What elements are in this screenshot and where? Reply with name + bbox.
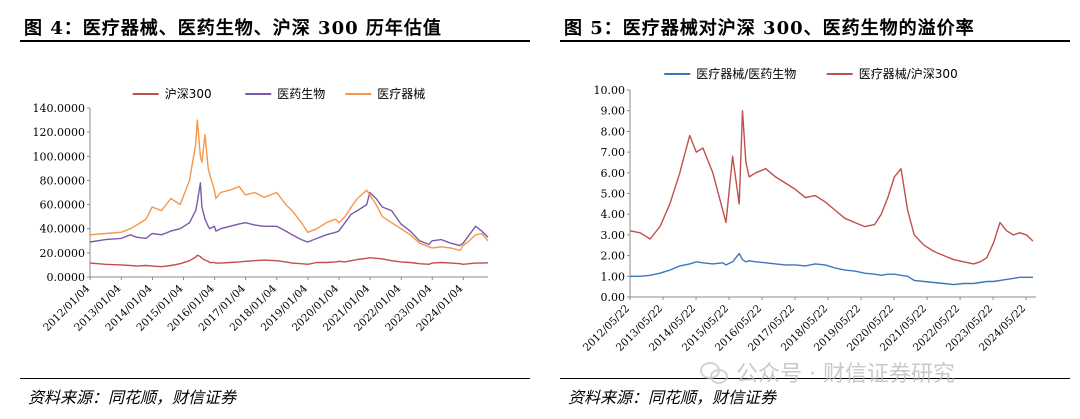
figure-4-source: 资料来源：同花顺，财信证券 (28, 388, 237, 407)
figure-5-bottom-rule (560, 378, 1070, 379)
fig5-legend-label: 医疗器械/医药生物 (696, 66, 796, 81)
fig5-y-tick-label: 6.00 (601, 167, 626, 180)
watermark: 公众号 · 财信证券研究 (700, 356, 955, 388)
figure-4-top-rule (20, 40, 530, 42)
figure-4-panel: 图 4：医疗器械、医药生物、沪深 300 历年估值 0.0000 20.0000 4… (20, 0, 540, 419)
fig4-series-line-2 (89, 182, 489, 247)
wechat-icon (700, 362, 728, 384)
figure-4-title: 图 4：医疗器械、医药生物、沪深 300 历年估值 (24, 18, 442, 39)
figure-4-chart: 0.0000 20.0000 40.0000 60.0000 80.0000 100.00… (33, 86, 489, 334)
fig4-y-tick-label: 0.0000 (47, 271, 86, 284)
figure-4-bottom-rule (20, 378, 530, 379)
fig5-y-tick-label: 9.00 (601, 105, 626, 118)
fig5-series-line-1 (630, 252, 1033, 286)
fig4-y-tick-label: 20.0000 (40, 247, 86, 260)
fig5-y-tick-label: 10.00 (594, 84, 626, 97)
fig4-y-tick-label: 40.0000 (40, 223, 86, 236)
fig4-y-tick-label: 80.0000 (40, 174, 86, 187)
fig4-legend-label: 医疗器械 (377, 86, 425, 101)
figure-5-source: 资料来源：同花顺，财信证券 (568, 388, 777, 407)
fig5-y-tick-label: 1.00 (601, 270, 626, 283)
fig5-y-tick-label: 7.00 (601, 146, 626, 159)
fig4-y-tick-label: 140.0000 (33, 102, 86, 115)
fig5-y-tick-label: 3.00 (601, 229, 626, 242)
fig4-y-tick-label: 120.0000 (33, 126, 86, 139)
fig5-y-tick-label: 8.00 (601, 125, 626, 138)
watermark-text: 公众号 · 财信证券研究 (736, 362, 955, 387)
fig5-legend-label: 医疗器械/沪深300 (859, 66, 958, 81)
figure-5-panel: 图 5：医疗器械对沪深 300、医药生物的溢价率 0.00 1.00 2.00 3.0… (560, 0, 1080, 419)
fig4-series-line-1 (89, 254, 489, 268)
fig4-y-tick-label: 100.0000 (33, 150, 86, 163)
figure-5-top-rule (560, 40, 1070, 42)
fig5-y-tick-label: 4.00 (601, 208, 626, 221)
figure-5-title: 图 5：医疗器械对沪深 300、医药生物的溢价率 (564, 18, 975, 39)
fig5-y-tick-label: 0.00 (601, 291, 626, 304)
fig4-legend-label: 沪深300 (165, 87, 212, 101)
figure-5-chart: 0.00 1.00 2.00 3.00 4.00 5.00 6.00 7.00 8.00 9.00… (581, 66, 1036, 354)
fig5-y-tick-label: 5.00 (601, 188, 626, 201)
fig4-series-line-3 (89, 119, 489, 252)
fig5-y-tick-label: 2.00 (601, 250, 626, 263)
fig4-legend-label: 医药生物 (277, 87, 325, 101)
fig4-y-tick-label: 60.0000 (40, 199, 86, 212)
fig5-series-line-2 (629, 109, 1034, 265)
